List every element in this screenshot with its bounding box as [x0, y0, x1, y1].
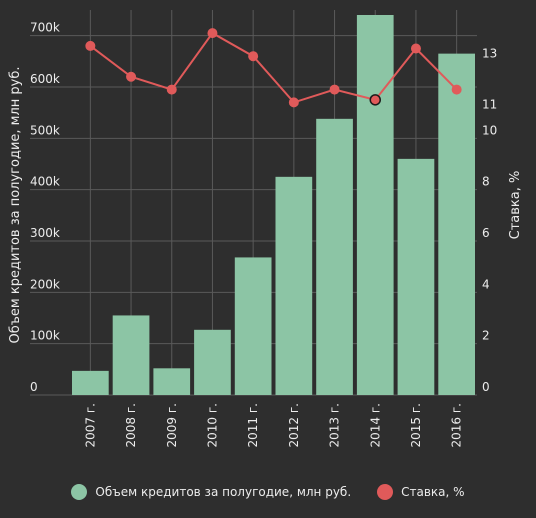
x-tick-label: 2013 г.	[328, 403, 342, 447]
legend-label-volume: Объем кредитов за полугодие, млн руб.	[95, 485, 352, 499]
x-tick-label: 2007 г.	[83, 403, 97, 447]
rate-point	[451, 84, 462, 95]
bar-2009	[153, 368, 191, 395]
y2-tick-label: 10	[482, 123, 497, 137]
legend-swatch-rate	[377, 484, 394, 500]
y-tick-label: 400k	[30, 175, 60, 189]
x-tick-label: 2016 г.	[450, 403, 464, 447]
y2-tick-label: 11	[482, 98, 497, 112]
y2-tick-label: 2	[482, 329, 490, 343]
y-tick-label: 700k	[30, 21, 60, 35]
bar-2008	[112, 315, 150, 395]
rate-point	[126, 71, 137, 82]
x-tick-label: 2008 г.	[124, 403, 138, 447]
bar-2011	[234, 257, 272, 395]
legend: Объем кредитов за полугодие, млн руб. Ст…	[0, 484, 536, 500]
rate-point	[288, 97, 299, 108]
bar-2014	[356, 15, 394, 395]
legend-label-rate: Ставка, %	[401, 485, 465, 499]
legend-item-volume[interactable]: Объем кредитов за полугодие, млн руб.	[71, 484, 351, 500]
rate-point	[207, 28, 218, 39]
x-tick-label: 2010 г.	[205, 403, 219, 447]
y2-axis-title: Ставка, %	[508, 171, 523, 240]
rate-point	[369, 94, 381, 106]
y2-tick-label: 6	[482, 226, 490, 240]
rate-line	[89, 31, 458, 104]
bar-2012	[275, 176, 313, 395]
bar-2015	[397, 158, 435, 395]
rate-point	[85, 40, 96, 51]
x-tick-label: 2009 г.	[165, 403, 179, 447]
y-tick-label: 200k	[30, 277, 60, 291]
y-axis-title: Объем кредитов за полугодие, млн руб.	[8, 66, 23, 343]
y2-tick-label: 0	[482, 380, 490, 394]
legend-item-rate[interactable]: Ставка, %	[377, 484, 465, 500]
chart-svg: 0 100k 200k 300k 400k 500k 600k 700k 0 2 4 6 8 10 11 13…	[8, 10, 523, 447]
y2-tick-label: 8	[482, 175, 490, 189]
bar-2007	[72, 370, 109, 395]
x-tick-label: 2011 г.	[246, 403, 260, 447]
bar-2016	[438, 53, 475, 396]
y2-tick-label: 4	[482, 277, 490, 291]
rate-point	[410, 43, 421, 54]
rate-point	[248, 51, 259, 62]
y-tick-label: 500k	[30, 123, 60, 137]
bar-2013	[316, 118, 353, 396]
rate-point	[329, 84, 340, 95]
y-tick-label: 100k	[30, 329, 60, 343]
bar-2010	[194, 329, 231, 395]
y-tick-label: 600k	[30, 72, 60, 86]
y-tick-label: 300k	[30, 226, 60, 240]
x-tick-label: 2015 г.	[409, 403, 423, 447]
rate-point	[166, 84, 177, 95]
legend-swatch-volume	[71, 484, 88, 500]
x-tick-label: 2012 г.	[287, 403, 301, 447]
y2-tick-label: 13	[482, 46, 497, 60]
y-tick-label: 0	[30, 380, 38, 394]
x-tick-label: 2014 г.	[368, 403, 382, 447]
